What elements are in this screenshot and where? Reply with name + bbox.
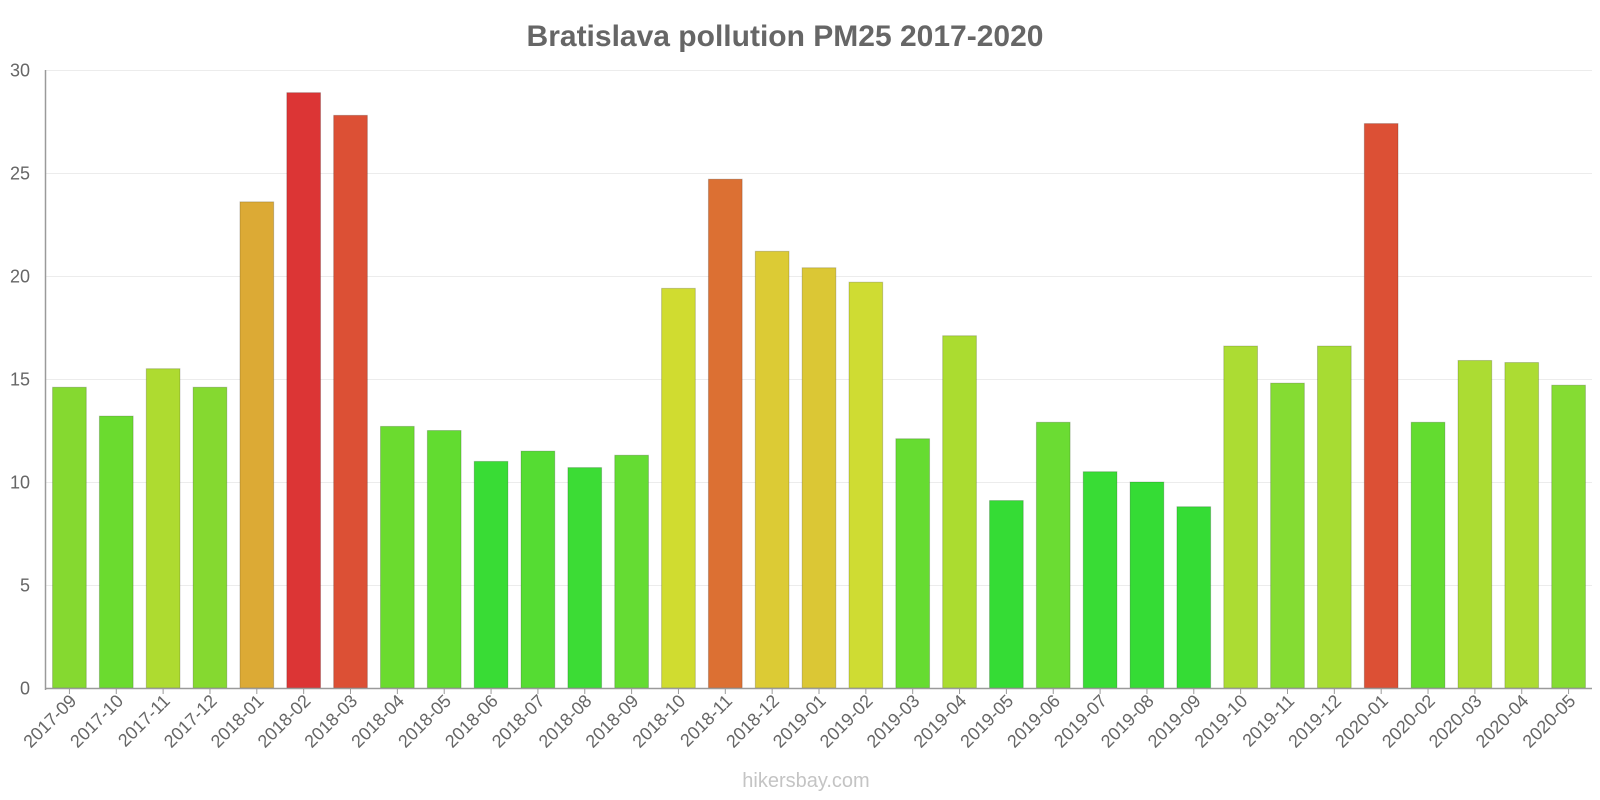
watermark: hikersbay.com bbox=[742, 770, 869, 792]
bar-2019-12 bbox=[1316, 345, 1352, 689]
y-tick-label: 30 bbox=[10, 61, 30, 81]
bar-2020-01 bbox=[1363, 123, 1399, 689]
bar-2020-04 bbox=[1504, 362, 1540, 689]
bar-2018-07 bbox=[520, 450, 556, 689]
bar-2019-04 bbox=[942, 335, 977, 689]
bar-2017-11 bbox=[145, 368, 181, 689]
x-tick-label: 2020-05 bbox=[1519, 691, 1580, 752]
x-axis-ticks: 2017-092017-102017-112017-122018-012018-… bbox=[19, 688, 1579, 752]
bar-2018-03 bbox=[333, 114, 368, 689]
bar-2019-08 bbox=[1129, 481, 1165, 689]
y-tick-label: 25 bbox=[10, 164, 30, 184]
bar-2018-11 bbox=[707, 178, 743, 689]
y-tick-label: 5 bbox=[20, 576, 30, 596]
bar-2019-02 bbox=[848, 281, 884, 689]
bar-2018-02 bbox=[286, 92, 322, 689]
bar-2018-05 bbox=[426, 430, 462, 689]
bar-2019-01 bbox=[801, 267, 837, 689]
y-tick-label: 0 bbox=[20, 679, 30, 699]
bar-2018-12 bbox=[754, 250, 790, 689]
bar-2018-04 bbox=[379, 425, 415, 689]
bar-2017-12 bbox=[192, 386, 228, 689]
y-tick-label: 20 bbox=[10, 267, 30, 287]
bar-2017-10 bbox=[98, 415, 134, 689]
bar-2019-11 bbox=[1270, 382, 1305, 689]
bar-2019-07 bbox=[1082, 471, 1118, 689]
bar-2018-06 bbox=[473, 460, 509, 689]
y-tick-label: 15 bbox=[10, 370, 30, 390]
bars bbox=[52, 92, 1586, 689]
bar-2020-05 bbox=[1551, 384, 1586, 689]
y-tick-label: 10 bbox=[10, 473, 30, 493]
bar-2020-02 bbox=[1410, 421, 1446, 689]
bar-2019-10 bbox=[1223, 345, 1259, 689]
bar-2017-09 bbox=[52, 386, 87, 689]
bar-2019-06 bbox=[1035, 421, 1071, 689]
bar-2018-08 bbox=[567, 467, 603, 689]
bar-2018-01 bbox=[239, 201, 275, 689]
x-tick-label: 2017-10 bbox=[66, 691, 127, 752]
x-tick-label: 2018-10 bbox=[628, 691, 689, 752]
x-tick-label: 2019-10 bbox=[1191, 691, 1252, 752]
bar-2019-05 bbox=[989, 500, 1024, 689]
bar-2020-03 bbox=[1457, 359, 1493, 689]
bar-2018-09 bbox=[614, 454, 649, 689]
y-axis-ticks: 0 5 10 15 20 25 30 bbox=[10, 61, 30, 699]
bar-2019-03 bbox=[895, 438, 931, 689]
chart-title: Bratislava pollution PM25 2017-2020 bbox=[527, 20, 1044, 53]
bar-2019-09 bbox=[1176, 506, 1212, 689]
bar-2018-10 bbox=[661, 287, 696, 689]
